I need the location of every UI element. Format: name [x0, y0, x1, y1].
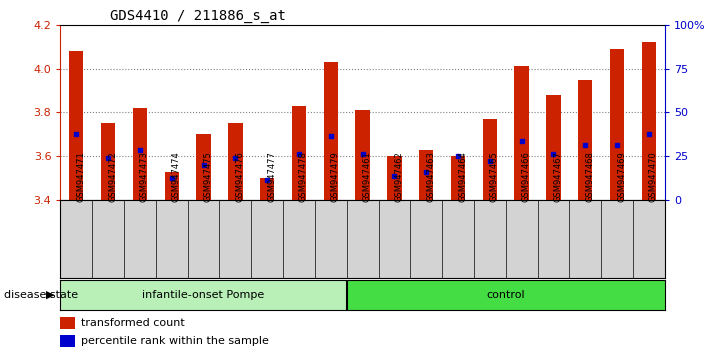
Bar [60, 335, 75, 347]
Text: GSM947468: GSM947468 [585, 152, 594, 202]
Bar [69, 51, 83, 200]
Bar [546, 95, 560, 200]
Text: GSM947463: GSM947463 [426, 152, 435, 202]
Bar [515, 67, 529, 200]
Text: GSM947473: GSM947473 [140, 152, 149, 202]
Bar [260, 178, 274, 200]
Bar [419, 150, 434, 200]
Text: GSM947461: GSM947461 [363, 152, 372, 202]
Text: disease state: disease state [4, 290, 77, 300]
Text: GSM947471: GSM947471 [76, 152, 85, 202]
Bar [387, 156, 402, 200]
Bar [165, 172, 179, 200]
Bar [101, 123, 115, 200]
Text: GSM947472: GSM947472 [108, 152, 117, 202]
Text: GSM947478: GSM947478 [299, 152, 308, 202]
Text: GSM947469: GSM947469 [617, 152, 626, 202]
Text: control: control [486, 290, 525, 300]
Bar [610, 49, 624, 200]
Text: GSM947462: GSM947462 [395, 152, 403, 202]
Text: ▶: ▶ [46, 290, 55, 300]
Bar [196, 134, 210, 200]
Text: GSM947475: GSM947475 [203, 152, 213, 202]
Bar [228, 123, 242, 200]
Bar [133, 108, 147, 200]
Text: GSM947474: GSM947474 [172, 152, 181, 202]
Text: GSM947465: GSM947465 [490, 152, 499, 202]
Text: GSM947470: GSM947470 [649, 152, 658, 202]
Bar [347, 280, 665, 310]
Text: transformed count: transformed count [81, 318, 185, 328]
Text: GDS4410 / 211886_s_at: GDS4410 / 211886_s_at [110, 9, 286, 23]
Bar [292, 106, 306, 200]
Bar [356, 110, 370, 200]
Text: percentile rank within the sample: percentile rank within the sample [81, 336, 269, 346]
Text: GSM947477: GSM947477 [267, 152, 276, 202]
Bar [60, 317, 75, 329]
Text: infantile-onset Pompe: infantile-onset Pompe [142, 290, 264, 300]
Bar [451, 156, 465, 200]
Text: GSM947479: GSM947479 [331, 152, 340, 202]
Text: GSM947476: GSM947476 [235, 152, 245, 202]
Text: GSM947464: GSM947464 [458, 152, 467, 202]
Bar [483, 119, 497, 200]
Text: GSM947467: GSM947467 [553, 152, 562, 202]
Bar [642, 42, 656, 200]
Text: GSM947466: GSM947466 [522, 152, 530, 202]
Bar [578, 80, 592, 200]
Bar [324, 62, 338, 200]
Bar [60, 280, 347, 310]
